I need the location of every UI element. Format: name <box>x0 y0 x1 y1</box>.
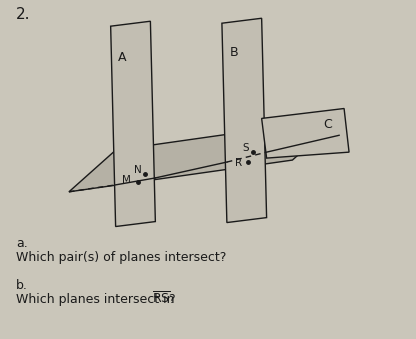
Text: Which planes intersect in: Which planes intersect in <box>16 293 179 306</box>
Text: M: M <box>121 175 131 185</box>
Text: 2.: 2. <box>16 7 31 22</box>
Text: S: S <box>242 143 249 153</box>
Polygon shape <box>111 21 155 226</box>
Polygon shape <box>262 108 349 158</box>
Text: R: R <box>235 158 242 168</box>
Polygon shape <box>69 118 339 192</box>
Text: A: A <box>118 51 127 64</box>
Text: a.: a. <box>16 237 28 251</box>
Text: b.: b. <box>16 279 28 292</box>
Text: N: N <box>134 165 141 175</box>
Text: C: C <box>323 118 332 131</box>
Text: ?: ? <box>168 293 175 306</box>
Polygon shape <box>222 18 267 223</box>
Text: $\overline{\mathrm{RS}}$: $\overline{\mathrm{RS}}$ <box>152 291 171 306</box>
Text: B: B <box>230 46 238 59</box>
Text: Which pair(s) of planes intersect?: Which pair(s) of planes intersect? <box>16 251 227 264</box>
